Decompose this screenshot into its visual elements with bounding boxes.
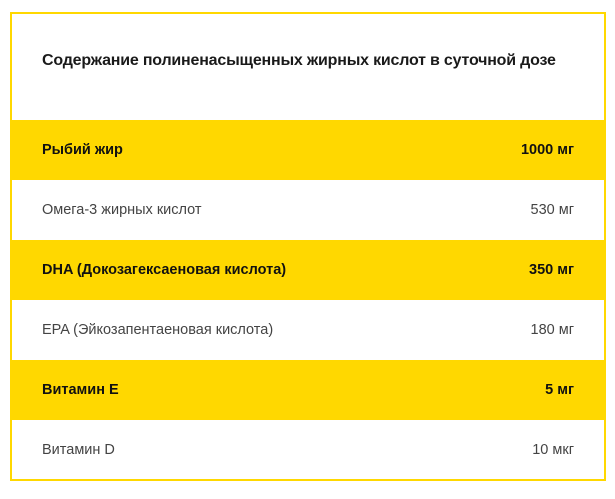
- table-title: Содержание полиненасыщенных жирных кисло…: [42, 52, 556, 69]
- row-name: Рыбий жир: [42, 142, 123, 158]
- row-name: DHA (Докозагексаеновая кислота): [42, 262, 287, 278]
- row-name: EPA (Эйкозапентаеновая кислота): [42, 322, 274, 338]
- row-value: 530 мг: [530, 202, 574, 218]
- nutrition-table: Содержание полиненасыщенных жирных кисло…: [10, 12, 606, 481]
- table-row: Омега-3 жирных кислот 530 мг: [12, 180, 604, 240]
- row-value: 5 мг: [545, 382, 574, 398]
- table-row: Рыбий жир 1000 мг: [12, 120, 604, 180]
- row-value: 180 мг: [530, 322, 574, 338]
- table-row: Витамин D 10 мкг: [12, 420, 604, 480]
- row-name: Витамин D: [42, 442, 115, 458]
- row-value: 1000 мг: [520, 142, 574, 158]
- row-name: Омега-3 жирных кислот: [42, 202, 202, 218]
- row-value: 350 мг: [529, 262, 574, 278]
- table-row: EPA (Эйкозапентаеновая кислота) 180 мг: [12, 300, 604, 360]
- row-value: 10 мкг: [532, 442, 574, 458]
- table-row: Витамин E 5 мг: [12, 360, 604, 420]
- row-name: Витамин E: [42, 382, 119, 398]
- table-row: DHA (Докозагексаеновая кислота) 350 мг: [12, 240, 604, 300]
